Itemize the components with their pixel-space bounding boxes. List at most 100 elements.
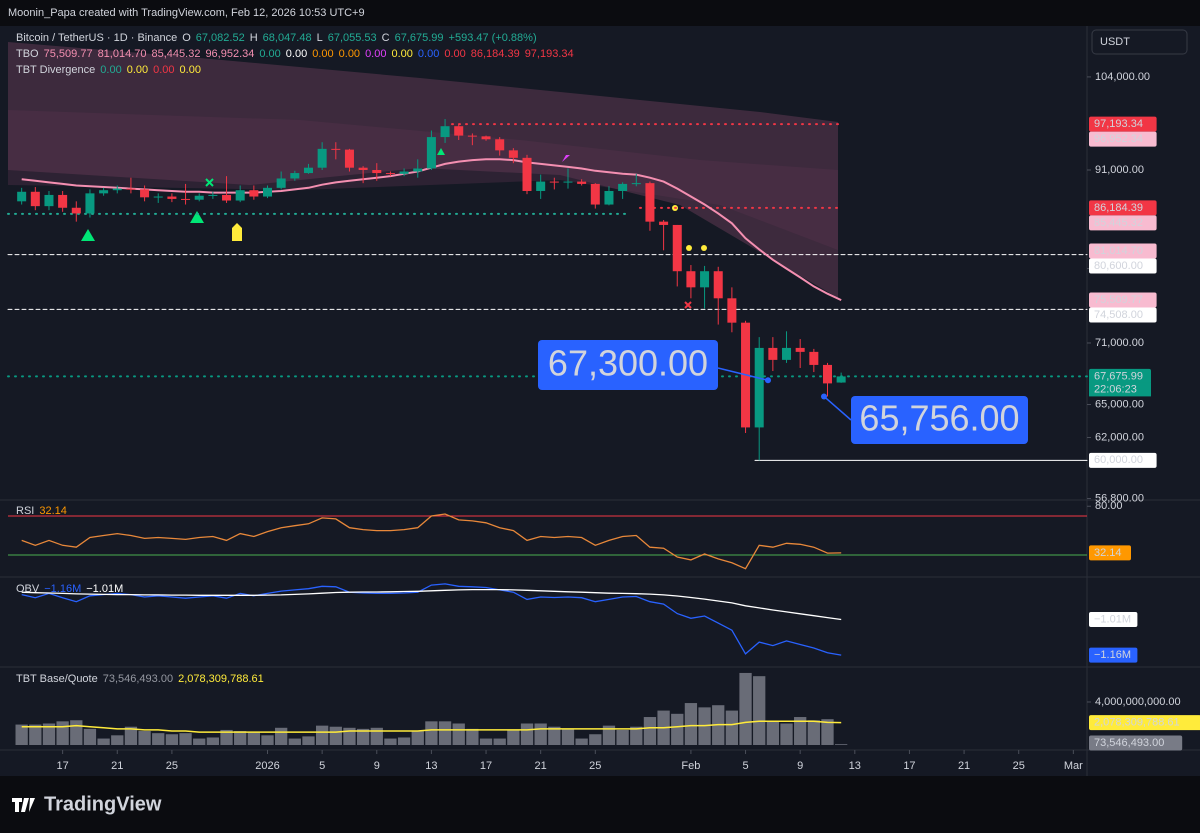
currency-label: USDT xyxy=(1100,36,1130,48)
price-label-box xyxy=(1089,243,1157,259)
volume-ma-label: 2,078,309,788.61 xyxy=(1094,717,1180,729)
candle-body xyxy=(235,190,245,201)
candle-body xyxy=(181,198,191,200)
cross-signal xyxy=(205,178,214,187)
volume-bar xyxy=(684,703,698,745)
legend-item: C xyxy=(382,32,390,44)
candle-body xyxy=(440,126,450,138)
candle-body xyxy=(413,168,423,172)
price-label: 86,184.39 xyxy=(1094,202,1143,214)
indicator-line xyxy=(21,588,842,621)
candle-body xyxy=(508,150,518,158)
volume-bar xyxy=(835,744,848,745)
candle-body xyxy=(112,188,122,191)
legend-item: H xyxy=(250,32,258,44)
y-tick-label: 71,000.00 xyxy=(1095,337,1144,349)
volume-bar xyxy=(179,733,192,745)
cloud-band xyxy=(8,42,838,298)
indicator-label: 32.14 xyxy=(1094,547,1122,559)
candle-body xyxy=(795,347,805,352)
price-label: 74,508.00 xyxy=(1094,309,1143,321)
x-tick-label: 21 xyxy=(958,760,970,772)
volume-bar xyxy=(329,726,342,745)
volume-bar xyxy=(220,729,233,745)
volume-bar xyxy=(397,737,411,745)
legend-item: 0.00 xyxy=(286,48,307,60)
volume-label: 73,546,493.00 xyxy=(1094,737,1164,749)
volume-bar xyxy=(630,726,643,745)
candle-body xyxy=(303,167,313,174)
legend-item: 0.00 xyxy=(100,64,121,76)
y-tick-label: 65,000.00 xyxy=(1095,398,1144,410)
price-label-box xyxy=(1089,200,1157,216)
callout-box xyxy=(851,396,1028,444)
x-tick-label: 5 xyxy=(742,760,748,772)
volume-bar xyxy=(206,737,220,745)
indicator-label: −1.01M xyxy=(1094,613,1131,625)
price-label: 60,000.00 xyxy=(1094,454,1143,466)
y-tick-label: 62,000.00 xyxy=(1095,431,1144,443)
candle-body xyxy=(331,148,341,150)
currency-button[interactable] xyxy=(1091,29,1188,55)
volume-ma-label-box xyxy=(1089,715,1200,731)
volume-bar xyxy=(507,729,520,745)
volume-bar xyxy=(193,738,206,745)
indicator-label-box xyxy=(1089,545,1131,561)
candle-body xyxy=(481,136,491,140)
volume-bar xyxy=(438,721,452,745)
candle-body xyxy=(126,188,136,190)
candle-body xyxy=(782,347,792,360)
legend-item: 2,078,309,788.61 xyxy=(178,673,264,685)
candle-body xyxy=(809,351,819,365)
volume-bar xyxy=(766,721,780,745)
candle-body xyxy=(290,173,300,179)
legend-item: TBT Base/Quote xyxy=(16,673,98,685)
candle-body xyxy=(604,190,614,205)
x-tick-label: 25 xyxy=(1013,760,1025,772)
price-label-box xyxy=(1089,292,1157,308)
price-label-box xyxy=(1089,131,1157,147)
volume-bar xyxy=(111,735,124,745)
legend-item: 0.00 xyxy=(444,48,465,60)
callout-box xyxy=(538,340,718,390)
price-label-box xyxy=(1089,368,1151,384)
volume-bar xyxy=(561,728,575,745)
volume-bar xyxy=(42,723,56,745)
volume-bar xyxy=(520,723,534,745)
volume-bar xyxy=(261,735,274,745)
cross-signal xyxy=(684,301,692,309)
legend-item: RSI xyxy=(16,505,34,517)
candle-body xyxy=(194,195,204,200)
x-tick-label: 17 xyxy=(903,760,915,772)
candle-body xyxy=(754,347,764,428)
candle-body xyxy=(276,178,286,188)
legend-item: 67,082.52 xyxy=(196,32,245,44)
candle-body xyxy=(700,271,710,288)
sell-signal xyxy=(562,155,570,162)
volume-bar xyxy=(275,727,288,745)
candle-body xyxy=(713,271,723,299)
legend-item: 75,509.77 xyxy=(44,48,93,60)
y-tick-label: 4,000,000,000.00 xyxy=(1095,696,1181,708)
legend-item: 73,546,493.00 xyxy=(103,673,173,685)
volume-bar xyxy=(548,726,561,745)
price-label: 80,600.00 xyxy=(1094,260,1143,272)
volume-bar xyxy=(466,728,479,745)
indicator-label: −1.16M xyxy=(1094,649,1131,661)
volume-bar xyxy=(643,717,657,745)
volume-bar xyxy=(493,738,506,745)
candle-body xyxy=(262,187,273,197)
divergence-marker xyxy=(232,223,242,241)
x-tick-label: 21 xyxy=(535,760,547,772)
candle-body xyxy=(222,194,232,201)
callout-label: 65,756.00 xyxy=(859,398,1019,439)
candle-body xyxy=(399,171,409,174)
volume-bar xyxy=(315,725,329,745)
buy-signal xyxy=(190,211,204,223)
candle-body xyxy=(140,189,150,198)
volume-bar xyxy=(15,724,28,745)
legend-row: TBT Divergence 0.00 0.00 0.00 0.00 xyxy=(16,64,201,76)
candle-body xyxy=(58,194,68,208)
legend-item: O xyxy=(182,32,191,44)
legend-item: Bitcoin / TetherUS · 1D · Binance xyxy=(16,32,177,44)
